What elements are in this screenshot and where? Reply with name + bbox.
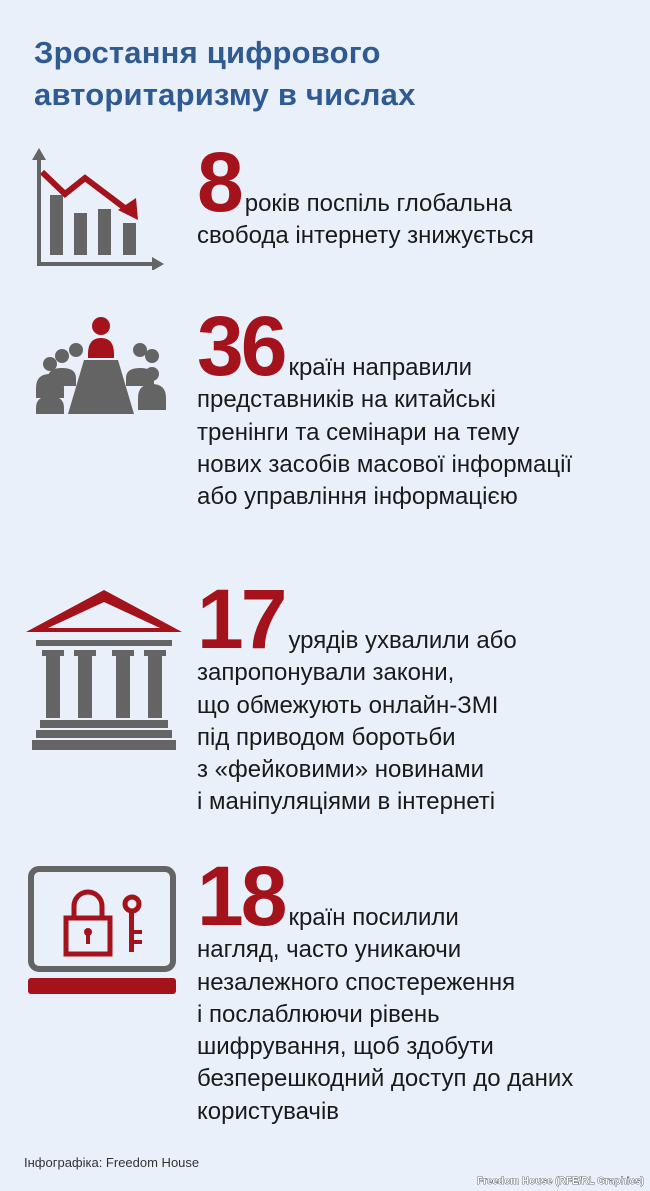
page-title: Зростання цифрового авторитаризму в числ… (34, 32, 416, 116)
stat-text-line: і послаблюючи рівень (197, 1000, 440, 1028)
title-line-2: авторитаризму в числах (34, 77, 416, 112)
stat-china-trainings: 36 країн направили представників на китай… (197, 299, 573, 513)
stat-text-line: нагляд, часто уникаючи (197, 936, 462, 964)
laptop-lock-key-icon (28, 866, 176, 994)
stat-text-line: і маніпуляціями в інтернеті (197, 788, 496, 816)
stat-text-line: незалежного спостереження (197, 968, 516, 996)
stat-text-line: країн посилили (288, 904, 459, 931)
stat-text-line: шифрування, щоб здобути (197, 1033, 494, 1061)
stat-text-line: що обмежують онлайн-ЗМІ (197, 691, 499, 719)
stat-text-line: нових засобів масової інформації (197, 450, 573, 478)
stat-text-line: під приводом боротьби (197, 723, 456, 751)
stat-text-line: урядів ухвалили або (288, 627, 517, 654)
title-line-1: Зростання цифрового (34, 35, 381, 70)
infographic-credit: Інфографіка: Freedom House (24, 1155, 200, 1170)
stat-text-line: або управління інформацією (197, 483, 518, 511)
stat-text-line: свобода інтернету знижується (197, 222, 534, 250)
source-watermark: Freedom House (RFE/RL Graphics) (476, 1176, 645, 1188)
stat-text-line: тренінги та семінари на тему (197, 418, 520, 446)
stat-text-line: країн направили (288, 354, 473, 381)
meeting-people-icon (36, 317, 166, 414)
stat-text-line: безперешкодний доступ до даних (197, 1065, 574, 1093)
government-building-icon (26, 590, 182, 750)
stat-internet-freedom: 8 років поспіль глобальна свобода інтерне… (197, 135, 534, 253)
stat-text-line: з «фейковими» новинами (197, 756, 484, 784)
stat-text-line: років поспіль глобальна (244, 190, 513, 217)
declining-chart-icon (32, 148, 164, 270)
stat-text-line: користувачів (197, 1097, 340, 1125)
stat-fake-news-laws: 17 урядів ухвалили або запропонували зако… (197, 572, 517, 819)
stat-number: 36 (197, 299, 287, 393)
stat-number: 18 (197, 849, 287, 943)
stat-surveillance: 18 країн посилили нагляд, часто уникаючи … (197, 849, 574, 1128)
stat-text-line: представників на китайські (197, 386, 496, 414)
stat-number: 17 (197, 572, 287, 666)
stat-text-line: запропонували закони, (197, 659, 455, 687)
stat-number: 8 (197, 135, 244, 229)
